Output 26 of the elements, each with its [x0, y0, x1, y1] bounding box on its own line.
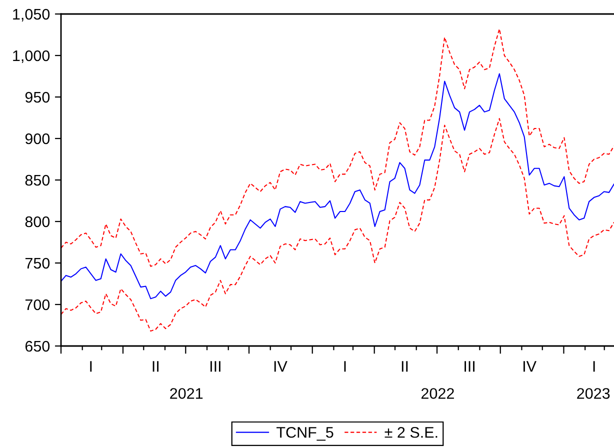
x-tick-label: II [152, 361, 158, 372]
x2-tick-label: 2023 [577, 388, 610, 399]
y-tick-label: 750 [25, 258, 50, 269]
y-tick-label: 800 [25, 216, 50, 228]
line-series [61, 118, 614, 332]
y-tick-label: 950 [25, 92, 50, 103]
x-tick-label: I [344, 361, 346, 372]
y-tick-label: 900 [25, 133, 50, 144]
y-tick-label: 700 [25, 299, 50, 310]
y-tick-label: 850 [25, 174, 50, 186]
x2-tick-label: 2022 [421, 388, 454, 399]
x-tick-label: I [593, 361, 595, 372]
x-tick-label: IV [524, 361, 536, 372]
x-tick-label: III [464, 361, 474, 372]
x-tick-label: I [90, 361, 92, 372]
legend-label: TCNF_5 [276, 426, 334, 441]
x-tick-label: II [402, 361, 408, 372]
x-tick-label: IV [274, 361, 288, 372]
line-series [61, 73, 614, 300]
y-tick-label: 650 [25, 340, 50, 352]
line-series [61, 28, 614, 267]
y-tick-label: 1,000 [13, 50, 50, 63]
x-tick-label: III [210, 361, 220, 372]
y-tick-label: 1,050 [13, 8, 50, 22]
legend-label: ± 2 S.E. [384, 426, 438, 438]
x2-tick-label: 2021 [170, 388, 203, 399]
